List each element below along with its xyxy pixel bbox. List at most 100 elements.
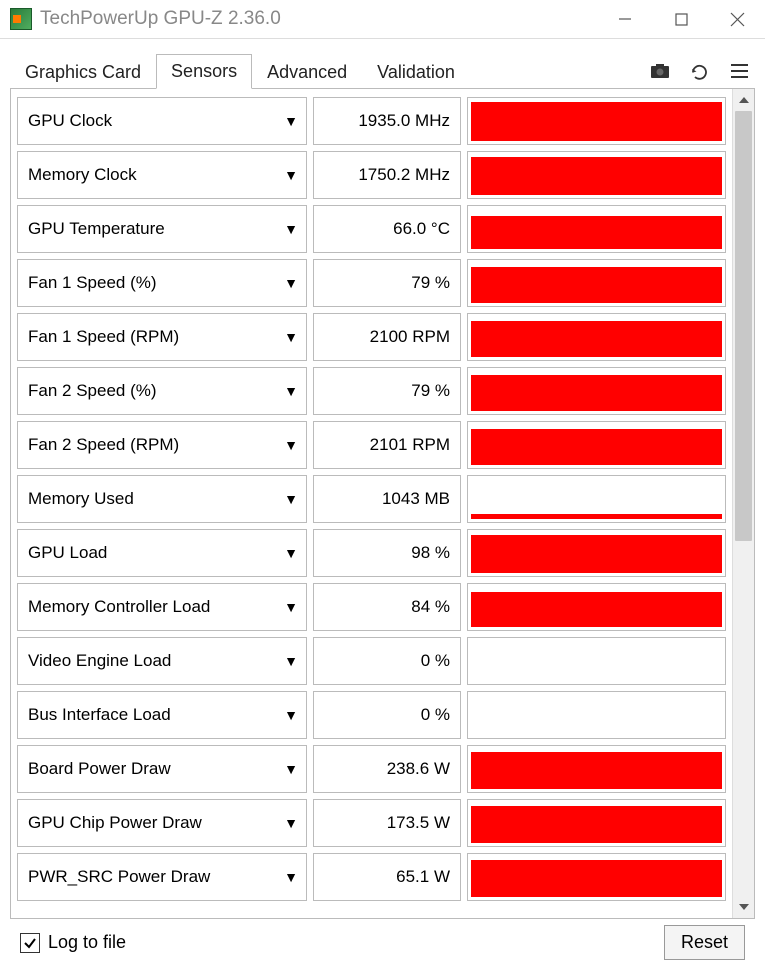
reset-button[interactable]: Reset [664,925,745,960]
chevron-down-icon[interactable]: ▼ [284,437,298,453]
sensor-graph-cell[interactable] [467,637,726,685]
sensor-graph-cell[interactable] [467,691,726,739]
chevron-down-icon[interactable]: ▼ [284,383,298,399]
sensor-graph-cell[interactable] [467,367,726,415]
sensor-graph-fill [471,514,722,519]
chevron-down-icon[interactable]: ▼ [284,707,298,723]
refresh-icon[interactable] [691,64,709,82]
sensor-graph-cell[interactable] [467,97,726,145]
sensor-name-cell[interactable]: Board Power Draw▼ [17,745,307,793]
sensor-graph-cell[interactable] [467,475,726,523]
sensor-name-label: Fan 2 Speed (%) [28,381,157,401]
sensor-value-cell[interactable]: 1043 MB [313,475,461,523]
sensor-value-cell[interactable]: 238.6 W [313,745,461,793]
menu-icon[interactable] [731,64,749,82]
sensor-value-cell[interactable]: 79 % [313,367,461,415]
window-title: TechPowerUp GPU-Z 2.36.0 [40,8,597,30]
scroll-thumb[interactable] [735,111,752,541]
sensor-graph-cell[interactable] [467,529,726,577]
sensor-name-cell[interactable]: PWR_SRC Power Draw▼ [17,853,307,901]
sensor-name-cell[interactable]: Fan 1 Speed (%)▼ [17,259,307,307]
sensor-name-cell[interactable]: GPU Chip Power Draw ▼ [17,799,307,847]
sensor-graph-fill [471,267,722,303]
sensor-name-cell[interactable]: Memory Controller Load ▼ [17,583,307,631]
window-controls [597,0,765,38]
checkbox-box[interactable] [20,933,40,953]
sensor-value-cell[interactable]: 65.1 W [313,853,461,901]
chevron-down-icon[interactable]: ▼ [284,275,298,291]
sensor-graph-cell[interactable] [467,421,726,469]
sensor-value-cell[interactable]: 66.0 °C [313,205,461,253]
sensor-name-label: Fan 2 Speed (RPM) [28,435,179,455]
sensor-row: GPU Load▼98 % [17,529,726,577]
sensor-value-cell[interactable]: 2101 RPM [313,421,461,469]
sensor-value-cell[interactable]: 84 % [313,583,461,631]
sensor-graph-cell[interactable] [467,151,726,199]
chevron-down-icon[interactable]: ▼ [284,329,298,345]
sensor-name-label: GPU Chip Power Draw [28,813,202,833]
log-to-file-checkbox[interactable]: Log to file [20,932,126,953]
sensor-row: GPU Chip Power Draw ▼ 173.5 W [17,799,726,847]
chevron-down-icon[interactable]: ▼ [284,491,298,507]
sensor-value-label: 79 % [411,381,450,401]
sensor-list: GPU Clock ▼ 1935.0 MHz Memory Clock ▼ 1750.2 … [11,89,732,918]
chevron-down-icon[interactable]: ▼ [284,167,298,183]
chevron-down-icon[interactable]: ▼ [284,815,298,831]
sensor-graph-fill [471,752,722,789]
sensor-graph-cell[interactable] [467,205,726,253]
minimize-button[interactable] [597,0,653,38]
tab-sensors[interactable]: Sensors [156,54,252,89]
sensor-value-cell[interactable]: 98 % [313,529,461,577]
sensor-name-cell[interactable]: GPU Temperature ▼ [17,205,307,253]
sensor-name-cell[interactable]: Fan 1 Speed (RPM)▼ [17,313,307,361]
chevron-down-icon[interactable]: ▼ [284,545,298,561]
sensor-value-label: 0 % [421,651,450,671]
chevron-down-icon[interactable]: ▼ [284,221,298,237]
sensor-name-label: GPU Temperature [28,219,165,239]
sensor-name-cell[interactable]: Video Engine Load ▼ [17,637,307,685]
sensor-name-cell[interactable]: Fan 2 Speed (RPM) ▼ [17,421,307,469]
tab-advanced[interactable]: Advanced [252,55,362,89]
sensor-name-cell[interactable]: Fan 2 Speed (%) ▼ [17,367,307,415]
chevron-down-icon[interactable]: ▼ [284,113,298,129]
sensor-graph-fill [471,375,722,411]
sensor-graph-cell[interactable] [467,259,726,307]
sensor-name-label: GPU Clock [28,111,112,131]
chevron-down-icon[interactable]: ▼ [284,761,298,777]
scroll-up-arrow[interactable] [733,89,754,111]
chevron-down-icon[interactable]: ▼ [284,599,298,615]
vertical-scrollbar[interactable] [732,89,754,918]
sensor-value-cell[interactable]: 1750.2 MHz [313,151,461,199]
camera-icon[interactable] [651,64,669,82]
sensor-row: Memory Clock ▼ 1750.2 MHz [17,151,726,199]
sensor-name-label: Memory Controller Load [28,597,210,617]
sensor-value-cell[interactable]: 173.5 W [313,799,461,847]
sensor-value-cell[interactable]: 79 % [313,259,461,307]
sensor-name-cell[interactable]: Memory Clock ▼ [17,151,307,199]
sensor-graph-cell[interactable] [467,799,726,847]
sensor-name-cell[interactable]: Bus Interface Load▼ [17,691,307,739]
chevron-down-icon[interactable]: ▼ [284,653,298,669]
sensor-graph-cell[interactable] [467,853,726,901]
sensor-value-label: 2101 RPM [370,435,450,455]
sensor-value-cell[interactable]: 2100 RPM [313,313,461,361]
sensor-name-cell[interactable]: GPU Clock ▼ [17,97,307,145]
sensor-graph-cell[interactable] [467,583,726,631]
chevron-down-icon[interactable]: ▼ [284,869,298,885]
sensor-name-cell[interactable]: GPU Load▼ [17,529,307,577]
tab-validation[interactable]: Validation [362,55,470,89]
sensor-name-label: Memory Clock [28,165,137,185]
sensor-value-label: 1935.0 MHz [358,111,450,131]
log-to-file-label: Log to file [48,932,126,953]
sensor-value-cell[interactable]: 1935.0 MHz [313,97,461,145]
sensor-name-label: Memory Used [28,489,134,509]
tab-graphics-card[interactable]: Graphics Card [10,55,156,89]
sensor-graph-cell[interactable] [467,745,726,793]
sensor-value-cell[interactable]: 0 % [313,691,461,739]
sensor-value-cell[interactable]: 0 % [313,637,461,685]
sensor-graph-cell[interactable] [467,313,726,361]
maximize-button[interactable] [653,0,709,38]
close-button[interactable] [709,0,765,38]
sensor-name-label: Video Engine Load [28,651,171,671]
sensor-name-cell[interactable]: Memory Used ▼ [17,475,307,523]
